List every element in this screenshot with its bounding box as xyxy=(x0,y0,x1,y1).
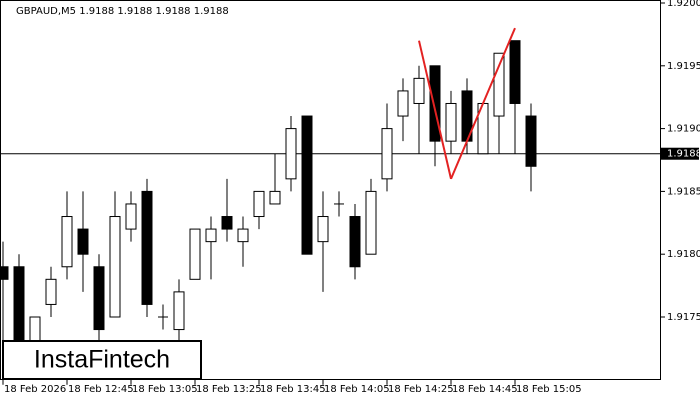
watermark: InstaFintech xyxy=(34,346,170,374)
candle-body xyxy=(77,228,89,255)
candles xyxy=(0,27,660,355)
watermark-box xyxy=(2,340,202,380)
candle-body xyxy=(109,216,121,318)
y-tick-label: 1.9190 xyxy=(667,124,700,135)
x-tick-label: 18 Feb 15:05 xyxy=(516,384,582,395)
candle-body xyxy=(269,190,281,205)
candle-body xyxy=(93,266,105,331)
y-tick-label: 1.9180 xyxy=(667,249,700,260)
current-price-label: 1.9188 xyxy=(667,149,700,160)
pattern-line xyxy=(450,27,516,180)
candle-body xyxy=(189,228,201,280)
candle-body xyxy=(317,216,329,243)
candle-body xyxy=(525,115,537,167)
candle-body xyxy=(253,190,265,218)
x-tick-label: 18 Feb 2026 xyxy=(4,384,66,395)
candle-body xyxy=(237,228,249,243)
x-tick-label: 18 Feb 13:05 xyxy=(132,384,198,395)
x-tick-label: 18 Feb 14:05 xyxy=(324,384,390,395)
candle-body xyxy=(285,128,297,180)
candle-body xyxy=(429,65,441,142)
candle-body xyxy=(397,90,409,117)
chart-title: GBPAUD,M5 1.9188 1.9188 1.9188 1.9188 xyxy=(16,6,229,17)
pattern-line xyxy=(418,40,452,180)
candle-body xyxy=(45,278,57,305)
candle-body xyxy=(125,203,137,230)
plot-frame xyxy=(0,0,661,380)
current-price-box xyxy=(661,147,699,160)
candle-body xyxy=(509,40,521,104)
y-tick-label: 1.9185 xyxy=(667,186,700,197)
x-tick-label: 18 Feb 13:25 xyxy=(196,384,262,395)
x-tick-label: 18 Feb 14:45 xyxy=(452,384,518,395)
y-tick-label: 1.9195 xyxy=(667,61,700,72)
y-tick-label: 1.9200 xyxy=(667,0,700,9)
candle-body xyxy=(445,102,457,142)
candle-body xyxy=(221,216,233,230)
candle-body xyxy=(205,228,217,243)
x-tick-label: 18 Feb 13:45 xyxy=(260,384,326,395)
candle-body xyxy=(13,266,25,343)
candle-body xyxy=(173,291,185,331)
candle-body xyxy=(349,216,361,268)
candle-body xyxy=(301,115,313,255)
x-tick-label: 18 Feb 12:45 xyxy=(68,384,134,395)
candle-body xyxy=(381,128,393,180)
candle-body xyxy=(141,190,153,305)
candle-body xyxy=(413,77,425,104)
candle-body xyxy=(365,190,377,255)
x-tick-label: 18 Feb 14:25 xyxy=(388,384,454,395)
candle-body xyxy=(0,266,9,280)
candle-body xyxy=(493,52,505,117)
candle-body xyxy=(29,316,41,343)
candle-body xyxy=(61,216,73,268)
y-tick-label: 1.9175 xyxy=(667,312,700,323)
